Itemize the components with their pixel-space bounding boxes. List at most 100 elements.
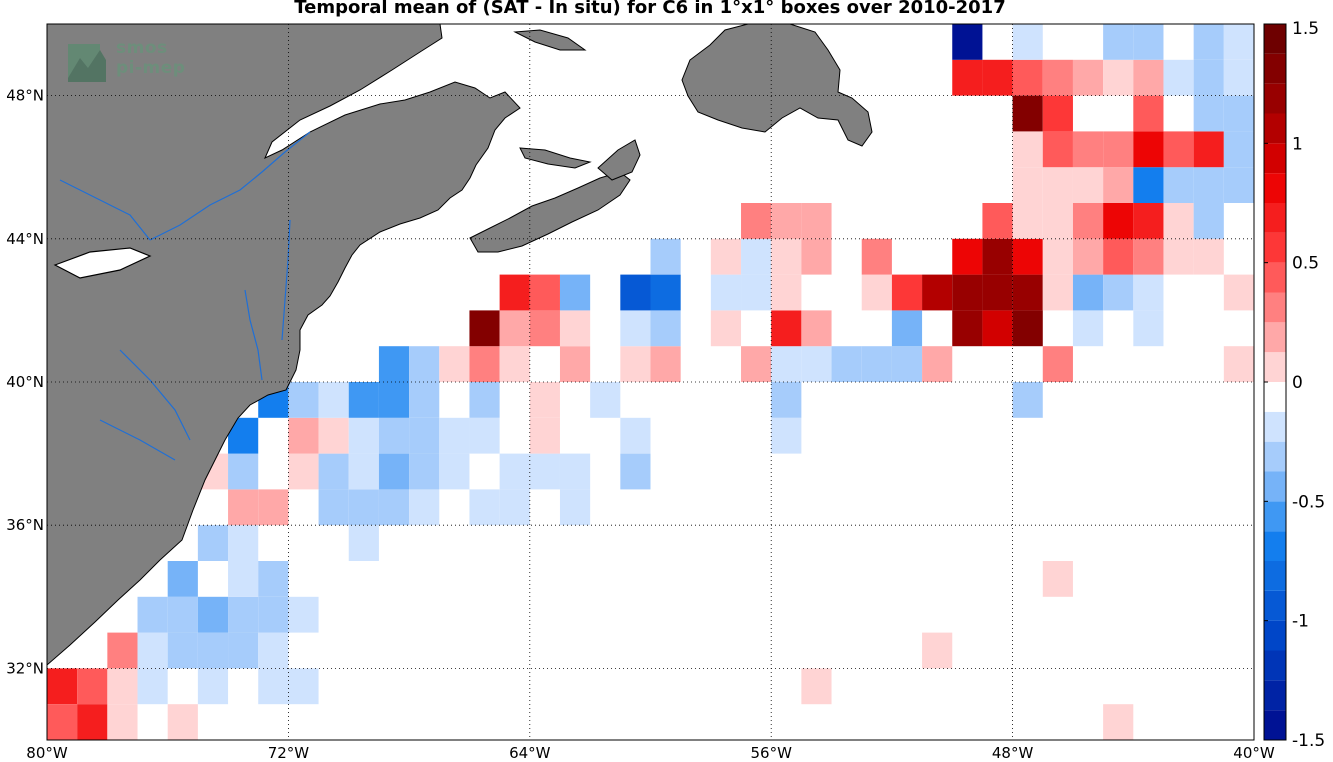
colorbar-swatch: [1264, 352, 1286, 382]
grid-cell: [1012, 310, 1043, 347]
grid-cell: [1042, 561, 1073, 597]
grid-cell: [1072, 131, 1104, 168]
grid-cell: [258, 561, 289, 597]
colorbar-swatch: [1264, 173, 1286, 203]
map-area: [47, 24, 1254, 740]
grid-cell: [559, 310, 591, 347]
colorbar-swatch: [1264, 24, 1286, 54]
grid-cell: [650, 274, 681, 311]
grid-cell: [1133, 238, 1164, 275]
grid-cell: [741, 346, 772, 382]
grid-cell: [801, 310, 832, 347]
y-tick-label: 40°N: [6, 373, 44, 391]
grid-cell: [1103, 167, 1134, 203]
logo-mark-icon: [68, 44, 106, 82]
grid-cell: [741, 203, 772, 239]
newfoundland: [681, 24, 873, 147]
grid-cell: [137, 668, 168, 705]
grid-cell: [409, 382, 440, 418]
grid-cell: [1193, 203, 1224, 239]
grid-cell: [1223, 24, 1254, 60]
colorbar-tick-label: 1.5: [1292, 19, 1319, 39]
grid-cell: [378, 346, 410, 382]
grid-cell: [1133, 131, 1164, 168]
grid-cell: [559, 489, 591, 526]
colorbar-tick-label: -0.5: [1292, 492, 1325, 512]
grid-cell: [167, 596, 198, 633]
x-tick-label: 48°W: [992, 744, 1034, 762]
grid-cell: [137, 596, 168, 633]
grid-cell: [952, 238, 983, 275]
anomaly-cells: [47, 24, 1254, 740]
grid-cell: [1072, 274, 1104, 311]
grid-cell: [288, 596, 319, 633]
grid-cell: [1072, 59, 1104, 96]
grid-cell: [499, 274, 530, 311]
colorbar-swatch: [1264, 471, 1286, 502]
grid-cell: [1103, 203, 1134, 239]
grid-cell: [378, 453, 410, 490]
grid-cell: [288, 417, 319, 454]
colorbar-tick-label: 0: [1292, 373, 1303, 393]
grid-cell: [801, 238, 832, 275]
grid-cell: [710, 274, 742, 311]
grid-cell: [499, 453, 530, 490]
grid-cell: [1042, 238, 1073, 275]
grid-cell: [982, 310, 1013, 347]
grid-cell: [469, 382, 500, 418]
grid-cell: [288, 668, 319, 705]
grid-cell: [1042, 95, 1073, 132]
logo-text-line1: smos: [116, 38, 168, 58]
grid-cell: [1193, 95, 1224, 132]
colorbar-swatch: [1264, 620, 1286, 651]
chart-title: Temporal mean of (SAT - In situ) for C6 …: [294, 0, 1006, 18]
colorbar-swatch: [1264, 590, 1286, 621]
grid-cell: [107, 668, 138, 705]
grid-cell: [378, 382, 410, 418]
grid-cell: [1133, 203, 1164, 239]
grid-cell: [439, 417, 470, 454]
grid-cell: [288, 453, 319, 490]
grid-cell: [409, 489, 440, 526]
grid-cell: [1012, 95, 1043, 132]
colorbar-swatch: [1264, 113, 1286, 144]
grid-cell: [620, 274, 651, 311]
grid-cell: [197, 525, 229, 561]
grid-cell: [1223, 167, 1254, 203]
grid-cell: [982, 238, 1013, 275]
grid-cell: [107, 632, 138, 669]
grid-cell: [922, 274, 953, 311]
grid-cell: [499, 310, 530, 347]
grid-cell: [801, 203, 832, 239]
grid-cell: [348, 417, 379, 454]
grid-cell: [771, 417, 802, 454]
y-tick-label: 36°N: [6, 516, 44, 534]
grid-cell: [469, 310, 500, 347]
grid-cell: [861, 274, 892, 311]
grid-cell: [741, 238, 772, 275]
grid-cell: [1103, 131, 1134, 168]
great-lake-ontario: [53, 247, 152, 279]
grid-cell: [1042, 203, 1073, 239]
colorbar-swatch: [1264, 53, 1286, 84]
grid-cell: [409, 346, 440, 382]
grid-cell: [197, 668, 229, 705]
colorbar-swatch: [1264, 561, 1286, 591]
grid-cell: [620, 310, 651, 347]
grid-cell: [1193, 24, 1224, 60]
colorbar-swatch: [1264, 322, 1286, 353]
grid-cell: [710, 310, 742, 347]
grid-cell: [499, 346, 530, 382]
grid-cell: [1163, 203, 1194, 239]
grid-cell: [348, 453, 379, 490]
grid-cell: [1133, 24, 1164, 60]
grid-cell: [650, 238, 681, 275]
grid-cell: [1133, 167, 1164, 203]
grid-cell: [77, 668, 108, 705]
grid-cell: [1103, 704, 1134, 740]
colorbar-swatch: [1264, 531, 1286, 561]
grid-cell: [348, 525, 379, 561]
colorbar-swatch: [1264, 83, 1286, 114]
north-america-landmass: [47, 24, 521, 666]
